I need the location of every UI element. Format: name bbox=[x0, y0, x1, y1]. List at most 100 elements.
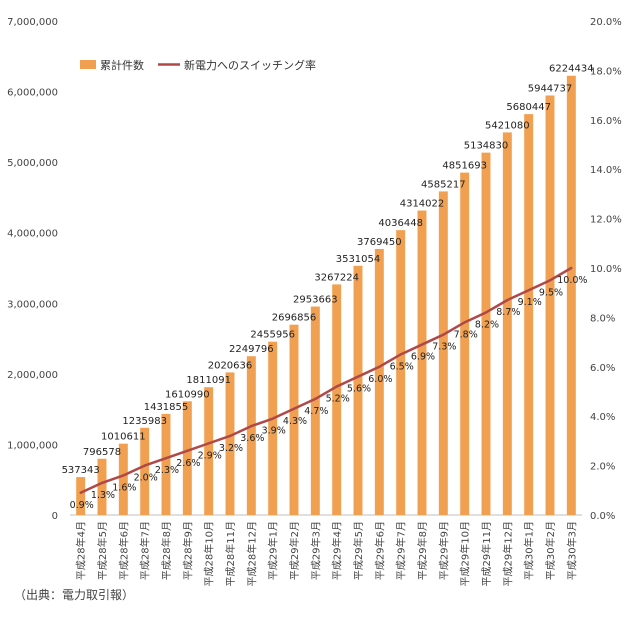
y-right-tick-label: 16.0% bbox=[590, 116, 622, 127]
bar bbox=[545, 95, 555, 515]
line-data-label: 2.0% bbox=[134, 473, 158, 484]
line-point bbox=[207, 442, 210, 445]
bar bbox=[76, 477, 86, 515]
x-tick-label: 平成28年9月 bbox=[181, 521, 194, 580]
line-data-label: 4.7% bbox=[304, 406, 328, 417]
line-data-labels: 0.9%1.3%1.6%2.0%2.3%2.6%2.9%3.2%3.6%3.9%… bbox=[70, 275, 588, 511]
bar bbox=[118, 443, 128, 515]
line-data-label: 7.3% bbox=[432, 342, 456, 353]
x-tick-label: 平成28年5月 bbox=[96, 521, 109, 580]
y-left-tick-label: 2,000,000 bbox=[7, 370, 58, 381]
line-point bbox=[420, 343, 424, 346]
bar bbox=[481, 152, 491, 515]
line-point bbox=[314, 397, 317, 401]
y-left-tick-label: 5,000,000 bbox=[7, 158, 58, 169]
bar-data-label: 5134830 bbox=[464, 141, 509, 152]
bar-data-labels: 537343 796578 1010611 1235983 1431855 1610990… bbox=[62, 64, 594, 476]
line-point bbox=[164, 456, 168, 460]
bar-data-label: 2249796 bbox=[229, 344, 274, 355]
x-tick-label: 平成29年1月 bbox=[267, 521, 280, 580]
bar bbox=[182, 401, 192, 515]
bar bbox=[140, 427, 150, 515]
line-point bbox=[548, 279, 552, 282]
line-data-label: 9.5% bbox=[539, 287, 563, 298]
line-point bbox=[356, 375, 360, 378]
y-right-tick-label: 20.0% bbox=[590, 17, 622, 28]
bar-data-label: 1235983 bbox=[122, 416, 167, 427]
line-data-label: 2.6% bbox=[176, 458, 200, 469]
bar bbox=[161, 413, 171, 515]
bar-data-label: 6224434 bbox=[549, 64, 594, 75]
x-tick-label: 平成29年7月 bbox=[395, 521, 408, 580]
line-data-label: 4.3% bbox=[283, 416, 307, 427]
line-point bbox=[79, 491, 82, 494]
line-point bbox=[228, 434, 232, 438]
bar-data-label: 3769450 bbox=[357, 237, 402, 248]
line-data-label: 0.9% bbox=[70, 500, 94, 511]
bar bbox=[374, 248, 384, 515]
y-left-tick-label: 3,000,000 bbox=[7, 299, 58, 310]
line-data-label: 2.3% bbox=[155, 465, 179, 476]
line-data-label: 5.2% bbox=[326, 394, 350, 405]
y-right-tick-label: 0.0% bbox=[590, 511, 615, 522]
bar bbox=[417, 210, 427, 516]
bar bbox=[332, 284, 342, 515]
y-left-tick-label: 7,000,000 bbox=[7, 17, 58, 28]
bar-data-label: 537343 bbox=[62, 465, 100, 476]
y-left-tick-label: 0 bbox=[52, 511, 58, 522]
y-left-tick-label: 6,000,000 bbox=[7, 88, 58, 99]
y-right-tick-label: 8.0% bbox=[590, 313, 615, 324]
line-data-label: 2.9% bbox=[198, 450, 222, 461]
bar-data-label: 2696856 bbox=[272, 313, 317, 324]
legend-bar-label: 累計件数 bbox=[100, 58, 144, 72]
line-data-label: 3.2% bbox=[219, 443, 243, 454]
bar bbox=[524, 114, 534, 515]
bar bbox=[268, 341, 278, 515]
line-data-label: 8.7% bbox=[496, 307, 520, 318]
bar bbox=[225, 372, 235, 515]
bar bbox=[204, 387, 214, 515]
bar-data-label: 5944737 bbox=[528, 83, 573, 94]
line-point bbox=[484, 311, 488, 314]
x-tick-label: 平成29年11月 bbox=[480, 521, 493, 586]
bar-data-label: 796578 bbox=[83, 447, 121, 458]
bar-data-label: 1010611 bbox=[101, 432, 146, 443]
line-data-label: 6.9% bbox=[411, 352, 435, 363]
bar-data-label: 2455956 bbox=[250, 330, 295, 341]
bar-data-label: 1431855 bbox=[144, 402, 189, 413]
line-series bbox=[79, 266, 573, 494]
bar bbox=[438, 191, 448, 516]
line-data-label: 7.8% bbox=[454, 329, 478, 340]
y-left-tick-label: 4,000,000 bbox=[7, 229, 58, 240]
line-point bbox=[399, 353, 402, 356]
line-data-label: 1.3% bbox=[91, 490, 115, 501]
y-right-tick-label: 10.0% bbox=[590, 264, 622, 275]
bar bbox=[246, 356, 256, 515]
line-point bbox=[292, 407, 296, 410]
y-right-tick-label: 14.0% bbox=[590, 165, 622, 176]
bar bbox=[97, 458, 107, 515]
line-data-label: 6.0% bbox=[368, 374, 392, 385]
line-data-label: 3.9% bbox=[262, 426, 286, 437]
y-right-tick-label: 12.0% bbox=[590, 215, 622, 226]
bar-data-label: 4036448 bbox=[378, 218, 423, 229]
bar-series bbox=[76, 75, 576, 516]
x-tick-label: 平成28年7月 bbox=[139, 521, 152, 580]
bar-data-label: 3267224 bbox=[314, 272, 359, 283]
bar-data-label: 1811091 bbox=[186, 375, 231, 386]
legend-line-label: 新電力へのスイッチング率 bbox=[184, 58, 316, 72]
line-data-label: 6.5% bbox=[390, 361, 414, 372]
bar bbox=[353, 265, 363, 515]
line-point bbox=[463, 321, 466, 324]
bar-data-label: 4314022 bbox=[400, 199, 445, 210]
line-point bbox=[271, 417, 274, 420]
x-tick-label: 平成30年2月 bbox=[544, 521, 557, 580]
line-data-label: 9.1% bbox=[518, 297, 542, 308]
x-tick-label: 平成29年12月 bbox=[501, 521, 514, 586]
x-tick-label: 平成29年10月 bbox=[459, 521, 472, 586]
bar bbox=[566, 75, 576, 516]
bar bbox=[289, 324, 299, 515]
line-point bbox=[570, 266, 573, 270]
bar-data-label: 3531054 bbox=[336, 254, 381, 265]
x-tick-label: 平成28年10月 bbox=[203, 521, 216, 586]
